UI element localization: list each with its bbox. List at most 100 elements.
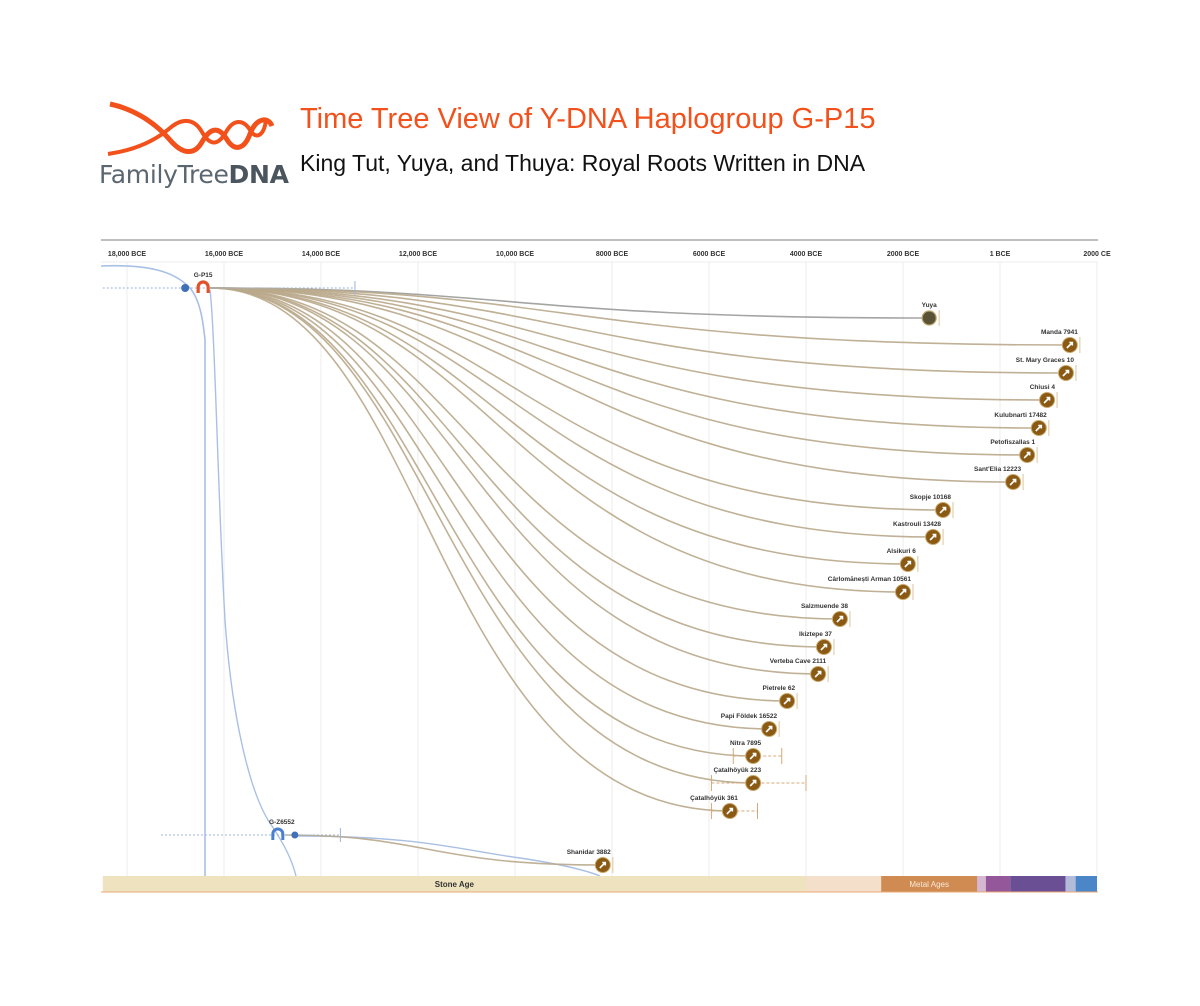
sample-node[interactable]: Yuya xyxy=(921,302,938,326)
sample-label: Verteba Cave 2111 xyxy=(770,658,827,665)
era-band[interactable] xyxy=(102,876,806,892)
sample-label: Salzmuende 38 xyxy=(801,603,848,610)
era-band[interactable] xyxy=(1010,876,1066,892)
page-subtitle: King Tut, Yuya, and Thuya: Royal Roots W… xyxy=(300,150,866,176)
sample-node[interactable]: Çatalhöyük 361 xyxy=(690,795,738,819)
branch-line xyxy=(210,287,1066,374)
sample-label: Chiusi 4 xyxy=(1030,384,1056,391)
trowel-icon xyxy=(599,861,607,869)
logo-text-light: FamilyTree xyxy=(99,160,229,189)
sample-label: Papi Földek 16522 xyxy=(721,713,778,720)
branch-line xyxy=(210,287,840,620)
haplogroup-node[interactable]: G-Z6552 xyxy=(269,819,299,840)
sample-node[interactable]: Kastrouli 13428 xyxy=(893,521,941,545)
sample-node[interactable]: Chiusi 4 xyxy=(1030,384,1056,408)
branch-line xyxy=(210,287,824,648)
sample-label: Yuya xyxy=(922,302,938,309)
sample-node[interactable]: Papi Földek 16522 xyxy=(721,713,778,737)
trowel-icon xyxy=(836,615,844,623)
haplogroup-arch-icon xyxy=(271,827,285,840)
x-tick-label: 16,000 BCE xyxy=(205,251,243,258)
sample-label: Nitra 7895 xyxy=(730,740,761,747)
sample-label: Kulubnarti 17482 xyxy=(994,412,1047,419)
trowel-icon xyxy=(1062,369,1070,377)
trowel-icon xyxy=(1035,424,1043,432)
sample-label: Shanidar 3882 xyxy=(567,849,611,856)
sample-label: Petofiszallas 1 xyxy=(990,439,1035,446)
branch-line xyxy=(210,287,819,675)
trowel-icon xyxy=(814,670,822,678)
sample-node[interactable]: Kulubnarti 17482 xyxy=(994,412,1047,436)
royal-portrait-icon xyxy=(921,310,937,326)
sample-node[interactable]: St. Mary Graces 10 xyxy=(1016,357,1075,381)
sample-label: St. Mary Graces 10 xyxy=(1016,357,1075,364)
lineage-line xyxy=(295,835,601,877)
branch-line xyxy=(210,287,908,565)
branch-line xyxy=(210,287,904,593)
branch-line xyxy=(210,287,944,511)
haplogroup-label: G-P15 xyxy=(194,272,213,279)
sample-label: Sant'Elia 12223 xyxy=(974,466,1021,473)
era-transition-hatch xyxy=(1065,876,1076,892)
branch-line xyxy=(210,287,1014,483)
lineage-line xyxy=(209,289,297,877)
trowel-icon xyxy=(1066,341,1074,349)
trowel-icon xyxy=(939,506,947,514)
trowel-icon xyxy=(929,533,937,541)
sample-label: Pietrele 62 xyxy=(763,685,796,692)
sample-node[interactable]: Sant'Elia 12223 xyxy=(974,466,1021,490)
x-tick-label: 10,000 BCE xyxy=(496,251,534,258)
sample-label: Alsikuri 6 xyxy=(887,548,917,555)
sample-node[interactable]: Cârlomănești Arman 10561 xyxy=(828,576,912,600)
sample-node[interactable]: Verteba Cave 2111 xyxy=(770,658,827,682)
branch-line xyxy=(210,287,1048,401)
sample-node[interactable]: Skopje 10168 xyxy=(910,494,952,518)
trowel-icon xyxy=(899,588,907,596)
logo-wordmark: FamilyTreeDNA xyxy=(99,160,289,189)
era-label: Metal Ages xyxy=(909,880,949,889)
x-tick-label: 2000 BCE xyxy=(887,251,920,258)
lineage-line xyxy=(100,264,206,876)
child-node-icon xyxy=(291,831,299,839)
haplogroup-node[interactable]: G-P15 xyxy=(181,272,213,293)
era-band[interactable] xyxy=(985,876,1011,892)
branch-line xyxy=(210,287,934,538)
sample-node[interactable]: Nitra 7895 xyxy=(730,740,762,764)
x-tick-label: 2000 CE xyxy=(1083,251,1111,258)
sample-node[interactable]: Salzmuende 38 xyxy=(801,603,848,627)
era-label: Stone Age xyxy=(435,880,475,889)
branch-line xyxy=(210,287,1070,346)
x-tick-label: 8000 BCE xyxy=(596,251,629,258)
branch-line xyxy=(284,834,603,866)
trowel-icon xyxy=(749,779,757,787)
sample-label: Kastrouli 13428 xyxy=(893,521,941,528)
familytreedna-logo xyxy=(107,101,275,156)
sample-node[interactable]: Petofiszallas 1 xyxy=(990,439,1036,463)
sample-label: Çatalhöyük 361 xyxy=(690,795,738,802)
sample-node[interactable]: Alsikuri 6 xyxy=(887,548,917,572)
sample-node[interactable]: Shanidar 3882 xyxy=(567,849,611,873)
haplogroup-arch-icon xyxy=(196,280,210,293)
x-tick-label: 4000 BCE xyxy=(790,251,823,258)
branch-line xyxy=(210,287,730,812)
trowel-icon xyxy=(726,807,734,815)
trowel-icon xyxy=(1043,396,1051,404)
sample-label: Skopje 10168 xyxy=(910,494,952,501)
branch-line xyxy=(210,287,754,757)
branch-line xyxy=(210,287,788,702)
x-tick-label: 18,000 BCE xyxy=(108,251,146,258)
sample-node[interactable]: Manda 7941 xyxy=(1041,329,1078,353)
x-tick-label: 14,000 BCE xyxy=(302,251,340,258)
sample-node[interactable]: Pietrele 62 xyxy=(763,685,796,709)
sample-label: Ikiztepe 37 xyxy=(799,631,832,638)
trowel-icon xyxy=(749,752,757,760)
era-transition-hatch xyxy=(977,876,986,892)
sample-label: Manda 7941 xyxy=(1041,329,1078,336)
era-band[interactable] xyxy=(881,876,978,892)
x-tick-label: 12,000 BCE xyxy=(399,251,437,258)
sample-node[interactable]: Ikiztepe 37 xyxy=(799,631,832,655)
haplogroup-label: G-Z6552 xyxy=(269,819,295,826)
sample-node[interactable]: Çatalhöyük 223 xyxy=(713,767,762,791)
era-band[interactable] xyxy=(1075,876,1097,892)
